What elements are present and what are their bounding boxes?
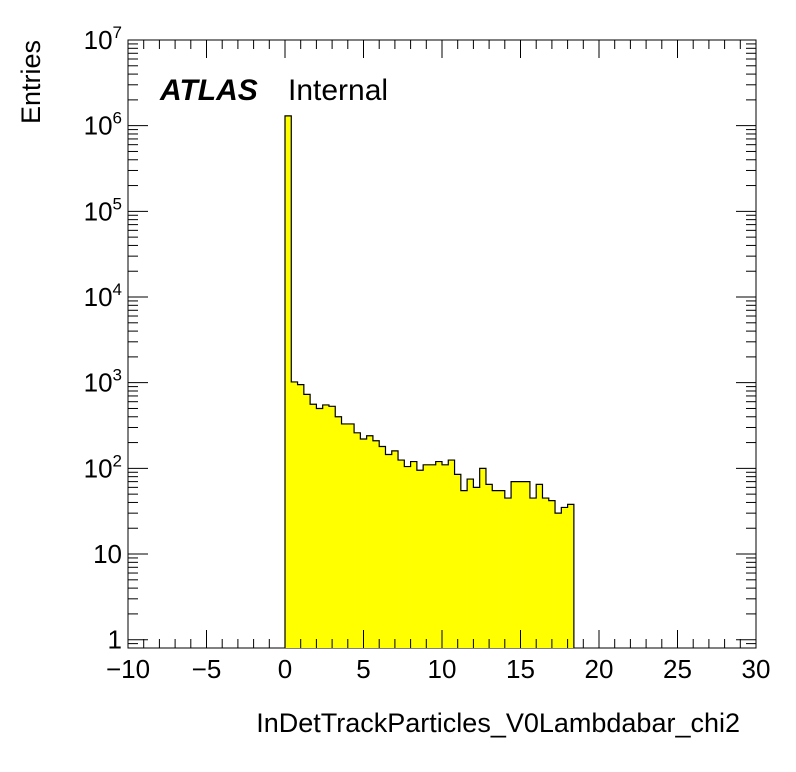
histogram-bars bbox=[285, 115, 575, 649]
histogram-bar bbox=[310, 404, 317, 648]
histogram-bar bbox=[404, 466, 411, 648]
histogram-bar bbox=[360, 439, 367, 648]
histogram-bar bbox=[448, 460, 455, 648]
histogram-bar bbox=[385, 454, 393, 648]
histogram-bar bbox=[366, 435, 374, 648]
x-tick-labels: −10 −5 0 5 10 15 20 25 30 bbox=[106, 654, 771, 684]
x-tick-label: 20 bbox=[585, 654, 614, 684]
y-tick-label: 1 bbox=[108, 625, 122, 655]
histogram-bar bbox=[429, 464, 437, 648]
y-tick-label: 106 bbox=[84, 109, 122, 141]
y-tick-label: 103 bbox=[84, 366, 122, 398]
x-axis-title: InDetTrackParticles_V0Lambdabar_chi2 bbox=[256, 708, 740, 738]
histogram-bar bbox=[297, 384, 305, 648]
x-tick-label: 0 bbox=[278, 654, 292, 684]
histogram-bar bbox=[517, 481, 524, 648]
histogram-bar bbox=[454, 474, 462, 648]
histogram-bar bbox=[529, 498, 537, 648]
histogram-bar bbox=[379, 446, 386, 648]
y-tick-label: 104 bbox=[84, 280, 122, 312]
y-axis-title: Entries bbox=[16, 40, 46, 124]
histogram-bar bbox=[435, 461, 443, 648]
histogram-bar bbox=[328, 406, 336, 648]
histogram-bar bbox=[561, 507, 568, 648]
histogram-bar bbox=[555, 513, 562, 648]
histogram-bar bbox=[354, 432, 361, 648]
histogram-bar bbox=[498, 490, 506, 648]
histogram-bar bbox=[303, 394, 311, 648]
x-tick-label: 15 bbox=[506, 654, 535, 684]
histogram-bar bbox=[423, 464, 430, 648]
x-tick-label: 25 bbox=[663, 654, 692, 684]
histogram-bar bbox=[442, 464, 449, 648]
histogram-bar bbox=[542, 498, 550, 648]
histogram-bar bbox=[372, 440, 380, 648]
histogram-bar bbox=[467, 479, 474, 648]
histogram-bar bbox=[460, 490, 468, 648]
histogram-bar bbox=[322, 404, 330, 648]
histogram-bar bbox=[548, 500, 556, 648]
histogram-bar bbox=[398, 460, 405, 648]
y-tick-label: 10 bbox=[93, 539, 122, 569]
histogram-bar bbox=[391, 450, 399, 648]
histogram-bar bbox=[347, 423, 355, 648]
histogram-bar bbox=[504, 498, 512, 648]
histogram-bar bbox=[492, 490, 499, 648]
histogram-bar bbox=[285, 115, 292, 649]
histogram-bar bbox=[341, 423, 349, 648]
histogram-bar bbox=[416, 470, 424, 648]
histogram-bar bbox=[473, 487, 480, 648]
histogram-bar bbox=[536, 484, 543, 648]
histogram-bar bbox=[511, 481, 518, 648]
histogram-bar bbox=[523, 481, 531, 648]
x-tick-label: 5 bbox=[356, 654, 370, 684]
histogram-bar bbox=[567, 504, 575, 648]
histogram-bar bbox=[485, 484, 493, 648]
internal-label: Internal bbox=[288, 74, 388, 107]
y-tick-label: 102 bbox=[84, 451, 122, 483]
histogram-outline bbox=[284, 115, 575, 648]
histogram-bar bbox=[410, 461, 418, 648]
y-tick-label: 105 bbox=[84, 194, 122, 226]
x-tick-label: −5 bbox=[192, 654, 222, 684]
axis-ticks bbox=[127, 39, 757, 649]
histogram-bar bbox=[291, 381, 298, 648]
y-tick-labels: 1 10 102 103 104 105 106 107 bbox=[84, 23, 122, 655]
y-tick-label: 107 bbox=[84, 23, 122, 55]
histogram-bar bbox=[316, 408, 323, 648]
x-tick-label: −10 bbox=[106, 654, 150, 684]
histogram-bar bbox=[479, 468, 487, 648]
histogram-bar bbox=[335, 416, 342, 648]
x-tick-label: 30 bbox=[742, 654, 771, 684]
x-tick-label: 10 bbox=[428, 654, 457, 684]
atlas-label: ATLAS bbox=[159, 74, 258, 107]
